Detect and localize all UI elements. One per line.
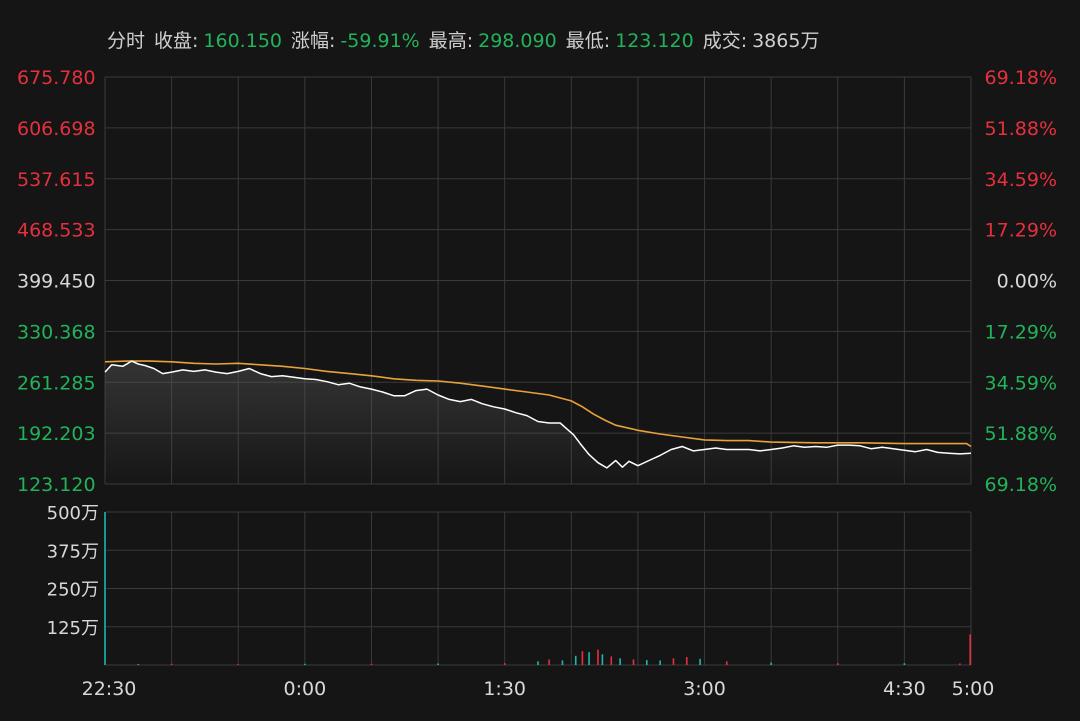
volume-tick-label: 375万 (47, 541, 99, 562)
price-tick-label: 261.285 (17, 372, 96, 394)
volume-bar (588, 652, 590, 665)
header-value: 3865万 (752, 30, 819, 52)
volume-bar (601, 654, 604, 665)
volume-bar (770, 662, 772, 665)
time-tick-label: 5:00 (952, 678, 995, 700)
percent-tick-label: 17.29% (985, 321, 1057, 343)
series-lines (104, 360, 972, 469)
percent-tick-label: 34.59% (985, 169, 1057, 191)
percent-tick-label: 0.00% (997, 271, 1057, 293)
price-tick-label: 123.120 (17, 474, 96, 496)
header-label: 成交: (703, 30, 747, 52)
price-tick-label: 192.203 (17, 423, 96, 445)
grid (104, 76, 972, 666)
volume-bar (632, 659, 635, 665)
volume-bar (561, 660, 564, 665)
price-area (105, 361, 971, 484)
percent-tick-label: 34.59% (985, 372, 1057, 394)
volume-bar (619, 658, 621, 665)
volume-tick-label: 250万 (47, 580, 99, 601)
percent-tick-label: 51.88% (985, 423, 1057, 445)
volume-bar (503, 663, 506, 665)
volume-bars (104, 512, 971, 666)
price-tick-label: 468.533 (17, 220, 96, 242)
header-value: -59.91% (340, 30, 419, 52)
axis-labels: 675.780 606.698 537.615 468.533 399.450 330.3… (17, 67, 1057, 700)
time-tick-label: 4:30 (883, 678, 926, 700)
price-tick-label: 537.615 (17, 169, 96, 191)
header-label: 最低: (566, 30, 610, 52)
price-area-fill (105, 361, 971, 484)
time-tick-label: 0:00 (284, 678, 327, 700)
header-value: 298.090 (478, 30, 557, 52)
price-tick-label: 675.780 (17, 67, 96, 89)
time-tick-label: 3:00 (683, 678, 726, 700)
header-value: 160.150 (203, 30, 282, 52)
time-tick-label: 22:30 (82, 678, 137, 700)
price-tick-label: 606.698 (17, 118, 96, 140)
volume-bar (672, 658, 675, 665)
header-label: 分时 (107, 30, 145, 52)
volume-bar (646, 660, 648, 665)
volume-bar (574, 655, 577, 665)
volume-bar (969, 634, 971, 665)
percent-tick-label: 69.18% (985, 474, 1057, 496)
header-label: 最高: (429, 30, 473, 52)
volume-tick-label: 500万 (47, 503, 99, 524)
volume-bar (725, 661, 728, 665)
volume-bar (903, 663, 906, 665)
volume-bar (597, 649, 599, 665)
volume-bar (370, 663, 373, 665)
average-price-line (104, 360, 972, 448)
volume-bar (836, 663, 839, 665)
header-line: 分时 收盘: 160.150 涨幅: -59.91% 最高: 298.090 最低: 123.1… (107, 30, 819, 52)
time-tick-label: 1:30 (483, 678, 526, 700)
volume-bar (610, 656, 613, 665)
price-tick-label: 399.450 (17, 271, 96, 293)
percent-tick-label: 51.88% (985, 118, 1057, 140)
volume-bar (104, 512, 106, 665)
volume-tick-label: 125万 (47, 618, 99, 639)
volume-bar (959, 663, 961, 665)
volume-bar (548, 659, 550, 665)
price-tick-label: 330.368 (17, 321, 96, 343)
percent-tick-label: 17.29% (985, 220, 1057, 242)
header-label: 收盘: (154, 30, 198, 52)
price-line (104, 360, 972, 469)
volume-bar (237, 664, 240, 666)
volume-bar (137, 664, 140, 666)
volume-bar (699, 658, 701, 665)
volume-bar (581, 651, 584, 665)
volume-bar (659, 660, 661, 665)
volume-bar (685, 657, 688, 665)
header-label: 涨幅: (291, 30, 335, 52)
header-value: 123.120 (615, 30, 694, 52)
volume-bar (537, 661, 539, 665)
volume-bar (437, 663, 439, 665)
percent-tick-label: 69.18% (985, 67, 1057, 89)
volume-bar (170, 663, 173, 665)
header-stats: 分时 收盘: 160.150 涨幅: -59.91% 最高: 298.090 最低: 123.1… (107, 30, 819, 52)
volume-bar (304, 663, 306, 665)
